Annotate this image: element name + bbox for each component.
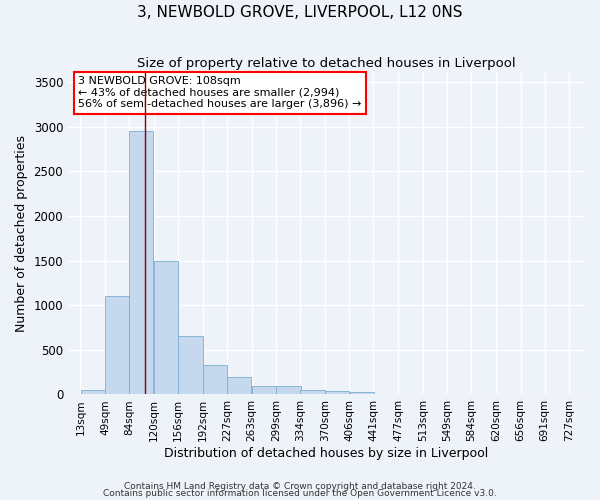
Bar bbox=[203, 365, 227, 394]
Text: 3 NEWBOLD GROVE: 108sqm
← 43% of detached houses are smaller (2,994)
56% of semi: 3 NEWBOLD GROVE: 108sqm ← 43% of detache… bbox=[79, 76, 362, 110]
Bar bbox=[325, 392, 349, 394]
Bar bbox=[277, 386, 301, 394]
Bar bbox=[178, 336, 203, 394]
Bar bbox=[252, 386, 276, 394]
Y-axis label: Number of detached properties: Number of detached properties bbox=[15, 136, 28, 332]
Bar bbox=[129, 131, 154, 394]
Bar bbox=[350, 392, 374, 394]
Text: Contains public sector information licensed under the Open Government Licence v3: Contains public sector information licen… bbox=[103, 490, 497, 498]
Text: 3, NEWBOLD GROVE, LIVERPOOL, L12 0NS: 3, NEWBOLD GROVE, LIVERPOOL, L12 0NS bbox=[137, 5, 463, 20]
Title: Size of property relative to detached houses in Liverpool: Size of property relative to detached ho… bbox=[137, 58, 516, 70]
X-axis label: Distribution of detached houses by size in Liverpool: Distribution of detached houses by size … bbox=[164, 447, 488, 460]
Text: Contains HM Land Registry data © Crown copyright and database right 2024.: Contains HM Land Registry data © Crown c… bbox=[124, 482, 476, 491]
Bar bbox=[105, 296, 130, 394]
Bar bbox=[154, 260, 178, 394]
Bar bbox=[227, 378, 251, 394]
Bar bbox=[80, 390, 105, 394]
Bar bbox=[301, 390, 325, 394]
